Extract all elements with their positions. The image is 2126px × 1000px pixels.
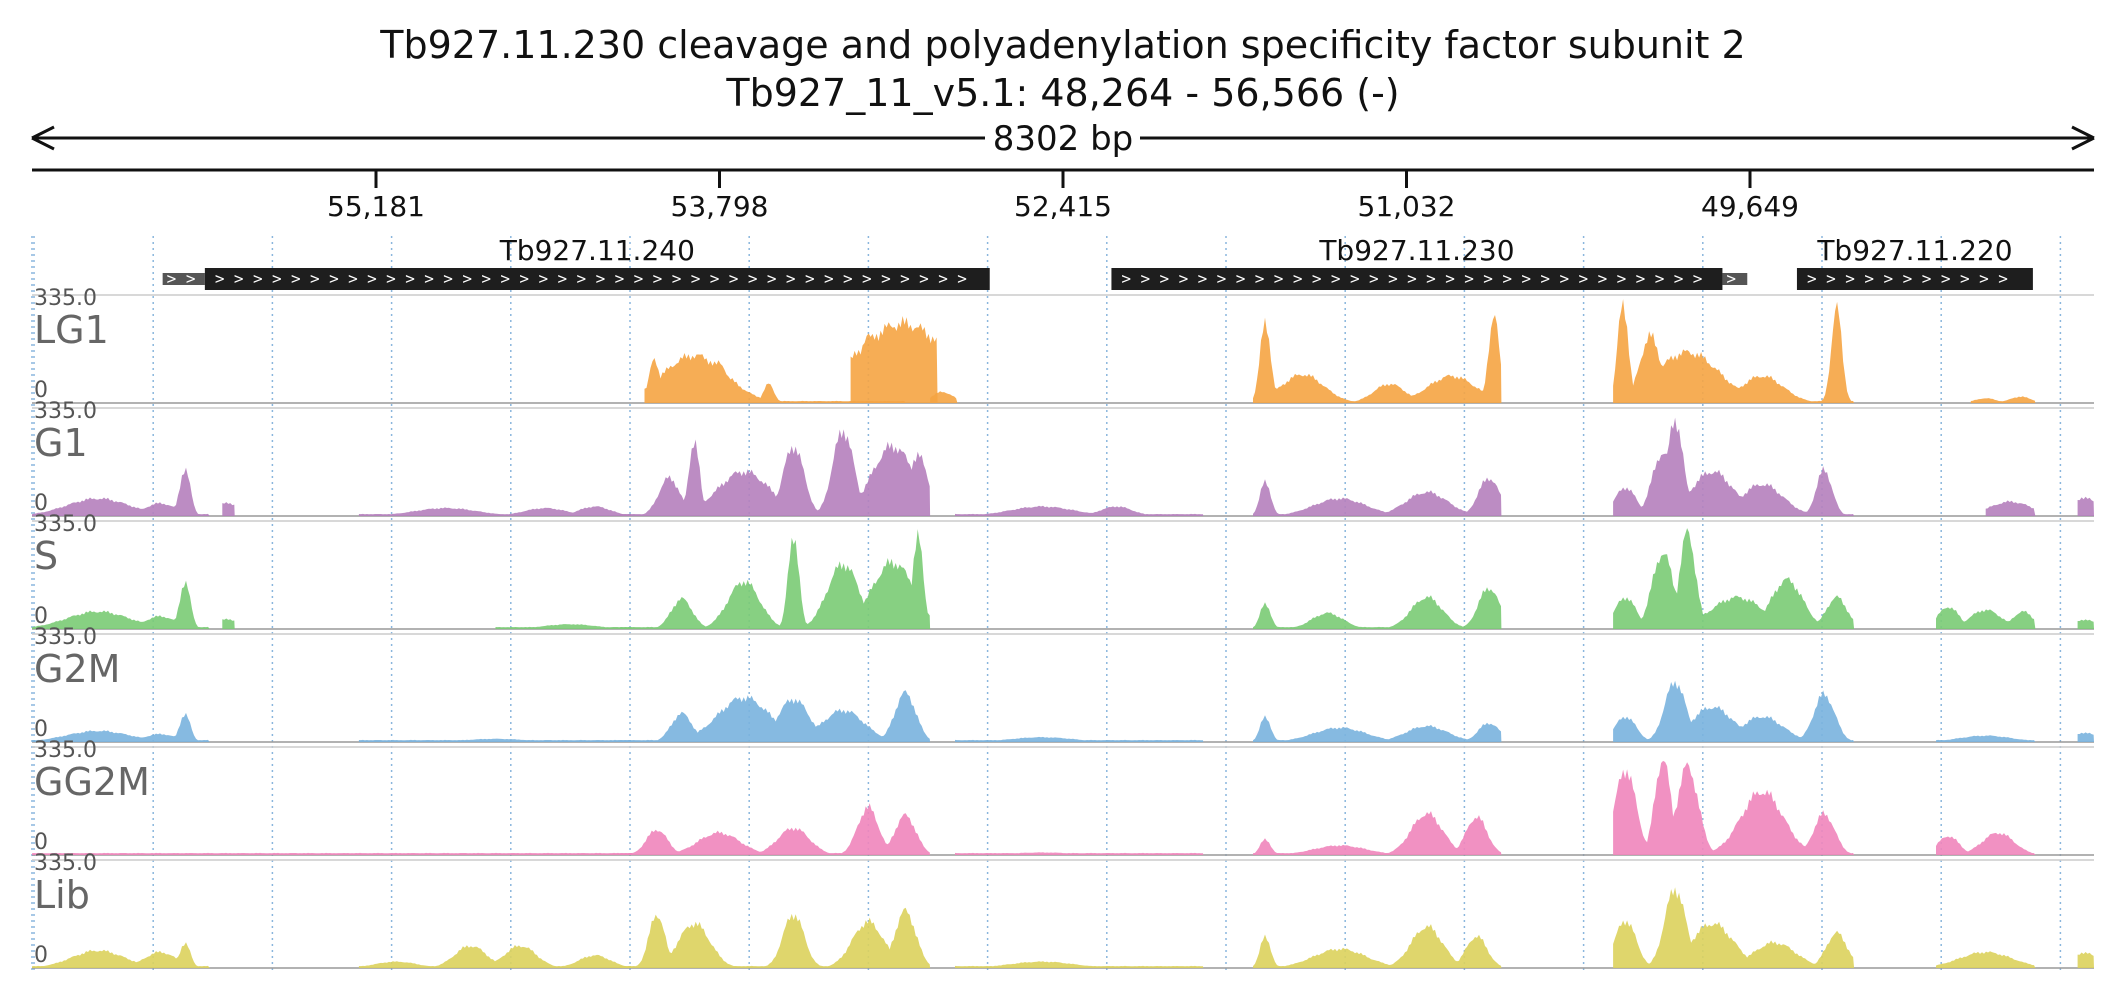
coverage-area-G1-8 bbox=[2077, 496, 2094, 516]
gene-utr-1 bbox=[1722, 273, 1748, 285]
gene-label-1: Tb927.11.230 bbox=[1318, 234, 1514, 267]
coverage-area-S-0 bbox=[32, 580, 210, 629]
coverage-area-S-3 bbox=[619, 529, 931, 629]
track-name-3: G2M bbox=[34, 647, 120, 691]
track-ymin-label-0: 0 bbox=[34, 378, 48, 403]
coverage-area-G1-4 bbox=[955, 505, 1204, 516]
track-ymax-label-3: 335.0 bbox=[34, 625, 97, 650]
gene-strand-0: > > > > > > > > > > > > > > > > > > > > … bbox=[215, 269, 967, 288]
x-tick-label-0: 55,181 bbox=[327, 190, 425, 223]
coverage-area-LG1-5 bbox=[1970, 396, 2036, 403]
coverage-area-GG2M-1 bbox=[619, 803, 931, 855]
coverage-area-G2M-6 bbox=[1936, 735, 2036, 742]
track-name-2: S bbox=[34, 534, 58, 578]
span-indicator: 8302 bp bbox=[31, 119, 2095, 159]
coverage-area-LG1-2 bbox=[930, 391, 958, 403]
coverage-area-S-2 bbox=[495, 624, 633, 629]
x-tick-label-1: 53,798 bbox=[671, 190, 769, 223]
coverage-area-G1-6 bbox=[1613, 417, 1855, 516]
coverage-area-Lib-6 bbox=[1936, 951, 2036, 968]
gene-utr-strand-0: > > bbox=[167, 269, 196, 288]
track-name-0: LG1 bbox=[34, 308, 109, 352]
gene-body-0 bbox=[204, 268, 990, 290]
coverage-area-Lib-5 bbox=[1613, 887, 1855, 968]
track-ymax-label-1: 335.0 bbox=[34, 399, 97, 424]
gene-strand-2: > > > > > > > > > > > bbox=[1807, 269, 2008, 288]
coverage-area-G1-0 bbox=[32, 467, 210, 516]
track-LG1: 335.0 0 LG1 bbox=[32, 286, 2094, 404]
coverage-area-G2M-3 bbox=[955, 736, 1204, 742]
x-tick-label-2: 52,415 bbox=[1014, 190, 1112, 223]
track-ymin-label-3: 0 bbox=[34, 717, 48, 742]
coverage-area-Lib-4 bbox=[1253, 924, 1502, 968]
coverage-area-LG1-4 bbox=[1613, 299, 1855, 403]
track-Lib: 335.0 0 Lib bbox=[32, 851, 2094, 969]
coverage-area-Lib-0 bbox=[32, 942, 210, 968]
gene-strand-1: > > > > > > > > > > > > > > > > > > > > … bbox=[1121, 269, 1702, 288]
coverage-area-S-7 bbox=[2077, 619, 2094, 629]
track-ymin-label-5: 0 bbox=[34, 943, 48, 968]
coverage-area-LG1-1 bbox=[850, 316, 938, 403]
x-tick-label-4: 49,649 bbox=[1701, 190, 1799, 223]
coverage-area-G1-5 bbox=[1253, 477, 1502, 516]
coverage-area-G2M-7 bbox=[2077, 732, 2094, 742]
coverage-area-G1-7 bbox=[1985, 500, 2036, 516]
track-S: 335.0 0 S bbox=[32, 512, 2094, 630]
gene-label-0: Tb927.11.240 bbox=[499, 234, 695, 267]
track-ymin-label-1: 0 bbox=[34, 491, 48, 516]
track-ymax-label-2: 335.0 bbox=[34, 512, 97, 537]
coverage-area-G2M-2 bbox=[619, 690, 931, 742]
coverage-area-GG2M-0 bbox=[32, 852, 633, 855]
track-name-4: GG2M bbox=[34, 760, 150, 804]
chart-title: Tb927.11.230 cleavage and polyadenylatio… bbox=[379, 23, 1745, 67]
coverage-tracks: 335.00LG1335.00G1335.00S335.00G2M335.00G… bbox=[32, 286, 2094, 969]
coverage-area-Lib-3 bbox=[955, 961, 1204, 968]
coverage-area-G2M-0 bbox=[32, 712, 210, 742]
coverage-area-G2M-1 bbox=[358, 738, 633, 742]
coverage-area-S-4 bbox=[1253, 587, 1502, 629]
gene-utr-0 bbox=[162, 273, 205, 285]
coverage-area-GG2M-4 bbox=[1613, 760, 1855, 855]
span-arrow-left-head bbox=[31, 125, 55, 151]
track-name-1: G1 bbox=[34, 421, 88, 465]
track-ymin-label-2: 0 bbox=[34, 604, 48, 629]
coverage-area-S-1 bbox=[222, 618, 235, 629]
coverage-area-G2M-5 bbox=[1613, 680, 1855, 742]
chart-subtitle: Tb927_11_v5.1: 48,264 - 56,566 (-) bbox=[725, 71, 1399, 115]
coverage-area-Lib-1 bbox=[358, 945, 633, 968]
track-GG2M: 335.0 0 GG2M bbox=[32, 738, 2094, 856]
coverage-area-GG2M-3 bbox=[1253, 811, 1502, 855]
coverage-area-LG1-0 bbox=[644, 353, 906, 403]
gene-body-2 bbox=[1796, 268, 2033, 290]
coverage-area-Lib-2 bbox=[619, 907, 931, 968]
coverage-area-G1-2 bbox=[358, 506, 633, 516]
track-ymin-label-4: 0 bbox=[34, 830, 48, 855]
x-tick-label-3: 51,032 bbox=[1358, 190, 1456, 223]
x-axis: 55,181 53,798 52,415 51,032 49,649 bbox=[32, 168, 2094, 223]
track-ymax-label-5: 335.0 bbox=[34, 851, 97, 876]
coverage-area-S-5 bbox=[1613, 528, 1855, 629]
gene-utr-strand-1: > bbox=[1726, 269, 1736, 288]
track-ymax-label-0: 335.0 bbox=[34, 286, 97, 311]
gene-body-1 bbox=[1111, 268, 1723, 290]
coverage-area-S-6 bbox=[1936, 607, 2036, 629]
coverage-area-GG2M-2 bbox=[955, 852, 1204, 855]
gene-label-2: Tb927.11.220 bbox=[1816, 234, 2012, 267]
track-G1: 335.0 0 G1 bbox=[32, 399, 2094, 517]
span-arrow-right-head bbox=[2071, 125, 2095, 151]
gene-track: > > > > > > > > > > > > > > > > > > > > >… bbox=[162, 234, 2033, 290]
coverage-area-G1-3 bbox=[619, 429, 931, 516]
track-name-5: Lib bbox=[34, 873, 90, 917]
track-ymax-label-4: 335.0 bbox=[34, 738, 97, 763]
coverage-area-GG2M-5 bbox=[1936, 832, 2036, 855]
coverage-area-Lib-7 bbox=[2077, 952, 2094, 968]
track-G2M: 335.0 0 G2M bbox=[32, 625, 2094, 743]
coverage-area-G2M-4 bbox=[1253, 715, 1502, 742]
coverage-area-LG1-3 bbox=[1253, 315, 1502, 403]
coverage-area-G1-1 bbox=[222, 502, 235, 516]
span-label: 8302 bp bbox=[993, 119, 1134, 159]
